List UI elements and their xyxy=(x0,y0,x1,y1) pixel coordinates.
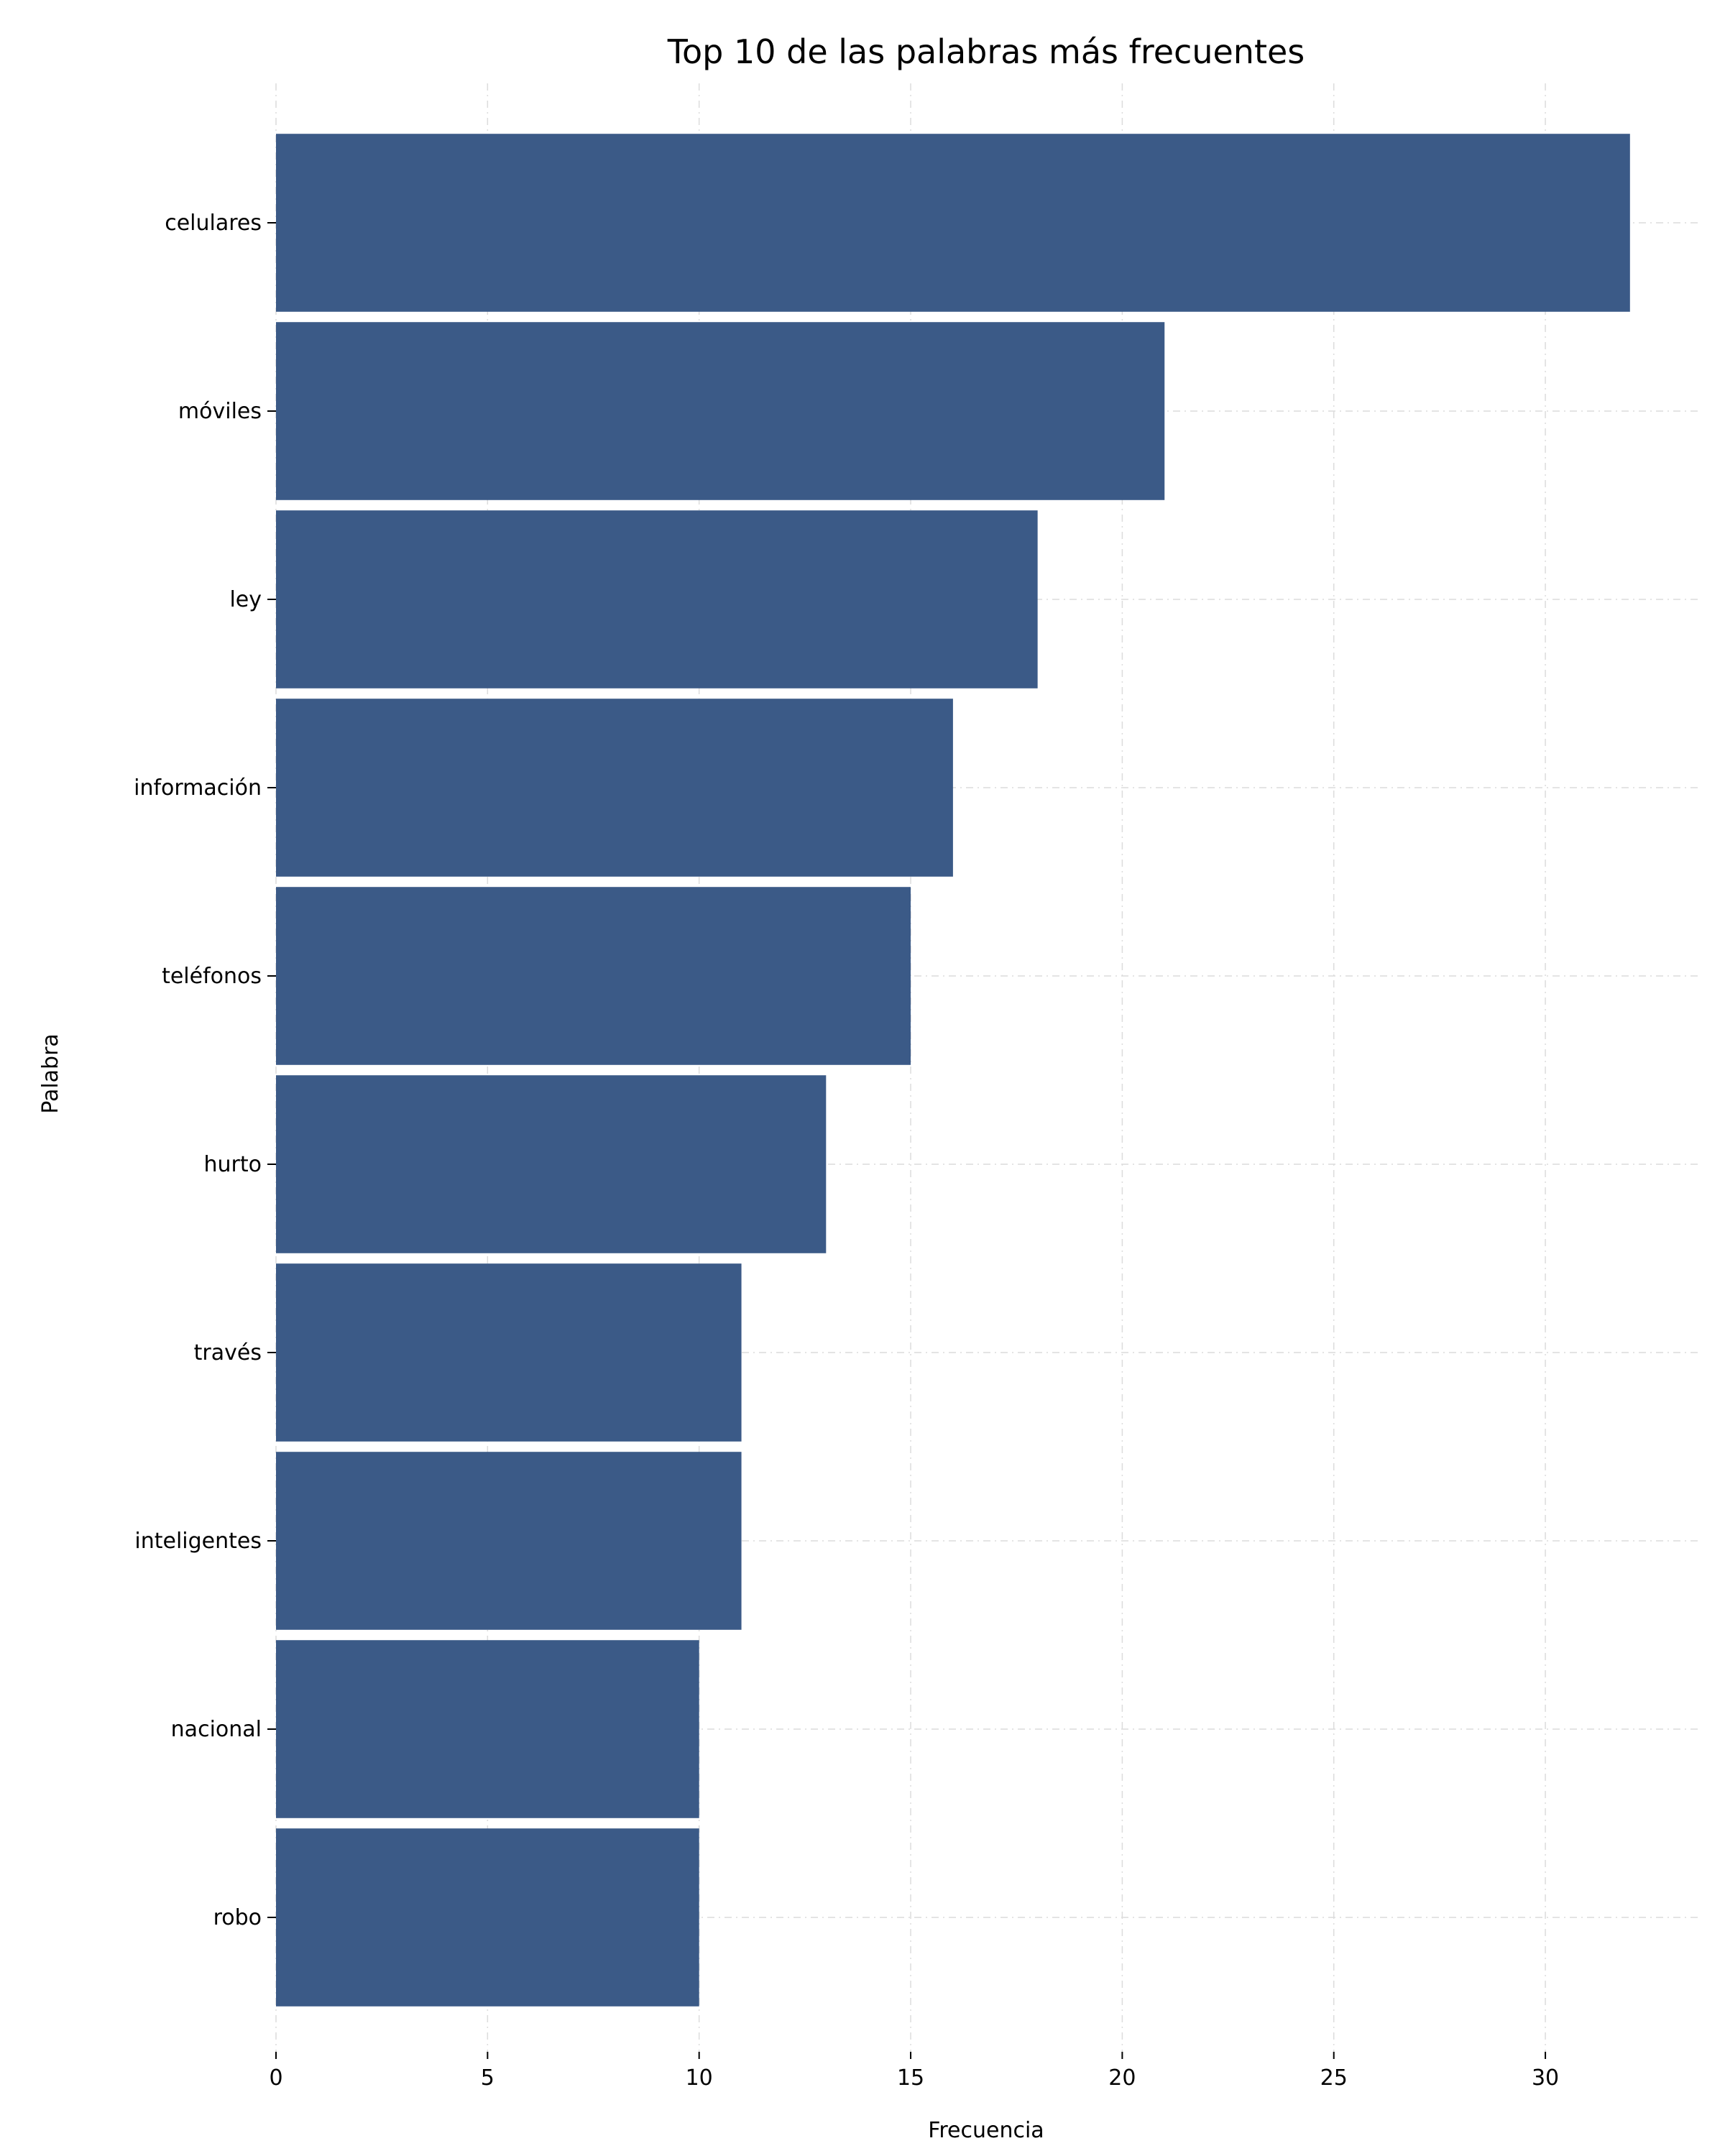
y-tick-label: móviles xyxy=(178,399,262,424)
chart-title: Top 10 de las palabras más frecuentes xyxy=(667,32,1305,71)
y-tick-label: través xyxy=(194,1340,262,1365)
y-tick-label: ley xyxy=(229,587,262,612)
bar-robo xyxy=(276,1828,699,2007)
y-axis: celulares móviles ley información teléfonos h… xyxy=(134,211,276,1930)
bar-ley xyxy=(276,510,1038,688)
x-axis-label: Frecuencia xyxy=(928,2118,1044,2143)
x-tick-label: 0 xyxy=(269,2065,282,2091)
bar-información xyxy=(276,699,953,877)
bars xyxy=(276,134,1630,2007)
x-tick-label: 5 xyxy=(481,2065,494,2091)
bar-nacional xyxy=(276,1640,699,1818)
y-tick-label: información xyxy=(134,775,262,801)
y-axis-label: Palabra xyxy=(38,1033,63,1114)
x-tick-label: 20 xyxy=(1108,2065,1136,2091)
x-axis: 0 5 10 15 20 25 30 xyxy=(269,2052,1559,2091)
x-tick-label: 15 xyxy=(897,2065,924,2091)
x-tick-label: 10 xyxy=(686,2065,713,2091)
y-tick-label: hurto xyxy=(204,1152,262,1177)
bar-móviles xyxy=(276,322,1165,500)
y-tick-label: nacional xyxy=(171,1717,262,1742)
y-tick-label: robo xyxy=(213,1905,262,1930)
bar-hurto xyxy=(276,1075,827,1253)
bar-través xyxy=(276,1263,742,1442)
bar-celulares xyxy=(276,134,1630,312)
y-tick-label: celulares xyxy=(165,211,262,236)
y-tick-label: teléfonos xyxy=(162,964,262,989)
y-tick-label: inteligentes xyxy=(134,1529,262,1554)
x-tick-label: 30 xyxy=(1532,2065,1559,2091)
bar-inteligentes xyxy=(276,1452,742,1630)
bar-teléfonos xyxy=(276,887,911,1065)
x-tick-label: 25 xyxy=(1320,2065,1348,2091)
